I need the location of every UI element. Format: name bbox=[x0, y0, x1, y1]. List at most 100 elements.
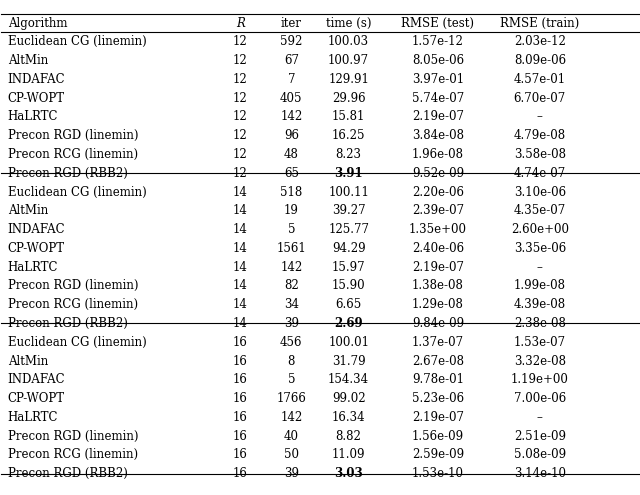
Text: 3.10e-06: 3.10e-06 bbox=[514, 186, 566, 198]
Text: 7: 7 bbox=[287, 73, 295, 86]
Text: Precon RCG (linemin): Precon RCG (linemin) bbox=[8, 448, 138, 461]
Text: 1.35e+00: 1.35e+00 bbox=[409, 223, 467, 236]
Text: 67: 67 bbox=[284, 54, 299, 67]
Text: 2.38e-08: 2.38e-08 bbox=[514, 317, 566, 330]
Text: 6.65: 6.65 bbox=[335, 298, 362, 311]
Text: 14: 14 bbox=[233, 242, 248, 255]
Text: 142: 142 bbox=[280, 110, 303, 123]
Text: 4.39e-08: 4.39e-08 bbox=[514, 298, 566, 311]
Text: Euclidean CG (linemin): Euclidean CG (linemin) bbox=[8, 336, 147, 349]
Text: 5: 5 bbox=[287, 223, 295, 236]
Text: 1.53e-10: 1.53e-10 bbox=[412, 467, 464, 480]
Text: 29.96: 29.96 bbox=[332, 92, 365, 104]
Text: 4.57e-01: 4.57e-01 bbox=[514, 73, 566, 86]
Text: 11.09: 11.09 bbox=[332, 448, 365, 461]
Text: 12: 12 bbox=[233, 148, 248, 161]
Text: 9.78e-01: 9.78e-01 bbox=[412, 373, 464, 386]
Text: 16: 16 bbox=[233, 467, 248, 480]
Text: 2.59e-09: 2.59e-09 bbox=[412, 448, 464, 461]
Text: 40: 40 bbox=[284, 430, 299, 443]
Text: 405: 405 bbox=[280, 92, 303, 104]
Text: 39.27: 39.27 bbox=[332, 204, 365, 217]
Text: 31.79: 31.79 bbox=[332, 354, 365, 367]
Text: 1.57e-12: 1.57e-12 bbox=[412, 35, 464, 49]
Text: 9.52e-09: 9.52e-09 bbox=[412, 167, 464, 180]
Text: 2.19e-07: 2.19e-07 bbox=[412, 411, 464, 424]
Text: 100.11: 100.11 bbox=[328, 186, 369, 198]
Text: 456: 456 bbox=[280, 336, 303, 349]
Text: CP-WOPT: CP-WOPT bbox=[8, 392, 65, 405]
Text: 50: 50 bbox=[284, 448, 299, 461]
Text: 39: 39 bbox=[284, 317, 299, 330]
Text: 5.08e-09: 5.08e-09 bbox=[514, 448, 566, 461]
Text: Precon RCG (linemin): Precon RCG (linemin) bbox=[8, 298, 138, 311]
Text: 15.97: 15.97 bbox=[332, 261, 365, 274]
Text: Precon RCG (linemin): Precon RCG (linemin) bbox=[8, 148, 138, 161]
Text: 12: 12 bbox=[233, 73, 248, 86]
Text: CP-WOPT: CP-WOPT bbox=[8, 242, 65, 255]
Text: 8: 8 bbox=[287, 354, 295, 367]
Text: 3.03: 3.03 bbox=[334, 467, 363, 480]
Text: 15.81: 15.81 bbox=[332, 110, 365, 123]
Text: 16: 16 bbox=[233, 430, 248, 443]
Text: 2.03e-12: 2.03e-12 bbox=[514, 35, 566, 49]
Text: 2.67e-08: 2.67e-08 bbox=[412, 354, 464, 367]
Text: 3.14e-10: 3.14e-10 bbox=[514, 467, 566, 480]
Text: 16.34: 16.34 bbox=[332, 411, 365, 424]
Text: 2.39e-07: 2.39e-07 bbox=[412, 204, 464, 217]
Text: 100.97: 100.97 bbox=[328, 54, 369, 67]
Text: 129.91: 129.91 bbox=[328, 73, 369, 86]
Text: INDAFAC: INDAFAC bbox=[8, 223, 65, 236]
Text: 2.20e-06: 2.20e-06 bbox=[412, 186, 464, 198]
Text: 3.91: 3.91 bbox=[334, 167, 363, 180]
Text: Precon RGD (linemin): Precon RGD (linemin) bbox=[8, 129, 138, 142]
Text: 14: 14 bbox=[233, 279, 248, 293]
Text: 1.56e-09: 1.56e-09 bbox=[412, 430, 464, 443]
Text: 12: 12 bbox=[233, 92, 248, 104]
Text: –: – bbox=[537, 411, 543, 424]
Text: 14: 14 bbox=[233, 261, 248, 274]
Text: 3.32e-08: 3.32e-08 bbox=[514, 354, 566, 367]
Text: 4.35e-07: 4.35e-07 bbox=[514, 204, 566, 217]
Text: 12: 12 bbox=[233, 167, 248, 180]
Text: Precon RGD (RBB2): Precon RGD (RBB2) bbox=[8, 317, 127, 330]
Text: RMSE (test): RMSE (test) bbox=[401, 16, 474, 30]
Text: 1561: 1561 bbox=[276, 242, 306, 255]
Text: INDAFAC: INDAFAC bbox=[8, 373, 65, 386]
Text: 34: 34 bbox=[284, 298, 299, 311]
Text: –: – bbox=[537, 110, 543, 123]
Text: 1.37e-07: 1.37e-07 bbox=[412, 336, 464, 349]
Text: 7.00e-06: 7.00e-06 bbox=[514, 392, 566, 405]
Text: CP-WOPT: CP-WOPT bbox=[8, 92, 65, 104]
Text: 4.74e-07: 4.74e-07 bbox=[514, 167, 566, 180]
Text: 8.82: 8.82 bbox=[336, 430, 362, 443]
Text: 39: 39 bbox=[284, 467, 299, 480]
Text: 12: 12 bbox=[233, 35, 248, 49]
Text: 16.25: 16.25 bbox=[332, 129, 365, 142]
Text: time (s): time (s) bbox=[326, 16, 371, 30]
Text: 1.29e-08: 1.29e-08 bbox=[412, 298, 464, 311]
Text: 19: 19 bbox=[284, 204, 299, 217]
Text: 1766: 1766 bbox=[276, 392, 307, 405]
Text: HaLRTC: HaLRTC bbox=[8, 411, 58, 424]
Text: Euclidean CG (linemin): Euclidean CG (linemin) bbox=[8, 186, 147, 198]
Text: 12: 12 bbox=[233, 54, 248, 67]
Text: –: – bbox=[537, 261, 543, 274]
Text: 2.19e-07: 2.19e-07 bbox=[412, 110, 464, 123]
Text: 14: 14 bbox=[233, 317, 248, 330]
Text: 12: 12 bbox=[233, 129, 248, 142]
Text: 5.74e-07: 5.74e-07 bbox=[412, 92, 464, 104]
Text: Precon RGD (RBB2): Precon RGD (RBB2) bbox=[8, 167, 127, 180]
Text: 14: 14 bbox=[233, 186, 248, 198]
Text: 2.40e-06: 2.40e-06 bbox=[412, 242, 464, 255]
Text: 3.84e-08: 3.84e-08 bbox=[412, 129, 464, 142]
Text: 154.34: 154.34 bbox=[328, 373, 369, 386]
Text: 16: 16 bbox=[233, 392, 248, 405]
Text: 1.99e-08: 1.99e-08 bbox=[514, 279, 566, 293]
Text: AltMin: AltMin bbox=[8, 204, 48, 217]
Text: 48: 48 bbox=[284, 148, 299, 161]
Text: 16: 16 bbox=[233, 354, 248, 367]
Text: 8.09e-06: 8.09e-06 bbox=[514, 54, 566, 67]
Text: Euclidean CG (linemin): Euclidean CG (linemin) bbox=[8, 35, 147, 49]
Text: 518: 518 bbox=[280, 186, 303, 198]
